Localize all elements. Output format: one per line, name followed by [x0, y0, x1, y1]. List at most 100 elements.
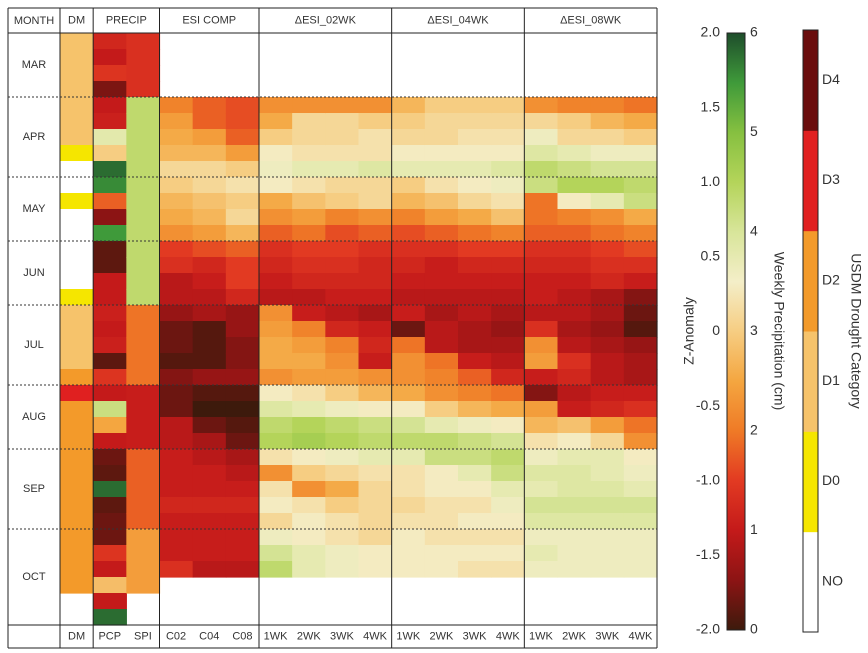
- cell: [557, 385, 592, 402]
- cell: [590, 289, 625, 306]
- cell: [524, 545, 559, 562]
- cell: [192, 497, 227, 514]
- cell: [159, 353, 194, 370]
- cell: [458, 465, 492, 482]
- cell: [325, 161, 360, 178]
- cell: [491, 513, 525, 530]
- cell: [60, 545, 94, 562]
- month-label: MAY: [22, 203, 46, 215]
- cell: [93, 369, 127, 386]
- cell: [358, 305, 393, 322]
- cell: [225, 273, 260, 290]
- cell: [225, 193, 260, 210]
- cell: [590, 369, 625, 386]
- cell: [524, 97, 559, 114]
- cell: [325, 257, 360, 274]
- cell: [358, 193, 393, 210]
- cell: [590, 321, 625, 338]
- cell: [292, 273, 326, 290]
- cell: [590, 193, 625, 210]
- cell: [93, 465, 127, 482]
- cell: [60, 161, 94, 178]
- cell: [93, 49, 127, 66]
- cell: [159, 97, 194, 114]
- cell: [557, 241, 592, 258]
- cell: [458, 273, 492, 290]
- cell: [458, 385, 492, 402]
- cell: [590, 225, 625, 242]
- cell: [259, 417, 293, 434]
- cell: [259, 321, 293, 338]
- cell: [192, 289, 227, 306]
- cell: [93, 433, 127, 450]
- cell: [159, 209, 194, 226]
- cell: [325, 97, 360, 114]
- cell: [590, 273, 625, 290]
- cell: [192, 561, 227, 578]
- cell: [60, 241, 94, 258]
- cell: [458, 337, 492, 354]
- cell: [292, 161, 326, 178]
- cell: [623, 497, 658, 514]
- cell: [292, 209, 326, 226]
- precip-tick-label: 0: [750, 621, 758, 637]
- cell: [491, 161, 525, 178]
- cell: [325, 337, 360, 354]
- cell: [424, 369, 459, 386]
- cell: [524, 465, 559, 482]
- cell: [60, 145, 94, 162]
- cell: [458, 513, 492, 530]
- cell: [590, 129, 625, 146]
- cell: [93, 193, 127, 210]
- cell: [126, 529, 161, 546]
- cell: [358, 465, 393, 482]
- cell: [391, 305, 426, 322]
- cell: [623, 193, 658, 210]
- cell: [225, 497, 260, 514]
- cell: [557, 353, 592, 370]
- cell: [358, 289, 393, 306]
- cell: [126, 129, 161, 146]
- precip-axis-label: Weekly Precipitation (cm): [771, 252, 787, 410]
- cell: [126, 65, 161, 82]
- cell: [292, 145, 326, 162]
- cell: [126, 257, 161, 274]
- category-label: D3: [822, 171, 840, 187]
- cell: [325, 289, 360, 306]
- cell: [225, 337, 260, 354]
- cell: [391, 545, 426, 562]
- cell: [325, 177, 360, 194]
- z-tick-label: -1.5: [696, 546, 720, 562]
- cell: [623, 305, 658, 322]
- cell: [159, 529, 194, 546]
- cell: [458, 145, 492, 162]
- cell: [458, 113, 492, 130]
- cell: [491, 193, 525, 210]
- cell: [192, 161, 227, 178]
- cell: [491, 225, 525, 242]
- cell: [93, 305, 127, 322]
- cell: [391, 145, 426, 162]
- cell: [259, 513, 293, 530]
- cell: [623, 145, 658, 162]
- cell: [259, 353, 293, 370]
- cell: [192, 401, 227, 418]
- cell: [557, 401, 592, 418]
- category-axis-label: USDM Drought Category: [848, 253, 864, 409]
- cell: [458, 129, 492, 146]
- cell: [391, 273, 426, 290]
- cell: [491, 561, 525, 578]
- cell: [458, 241, 492, 258]
- cell: [391, 97, 426, 114]
- cell: [458, 193, 492, 210]
- cell: [192, 177, 227, 194]
- cell: [391, 321, 426, 338]
- cell: [225, 321, 260, 338]
- cell: [292, 417, 326, 434]
- cell: [292, 257, 326, 274]
- column-label: SPI: [134, 630, 152, 642]
- cell: [225, 225, 260, 242]
- category-swatch: [803, 531, 818, 633]
- cell: [126, 433, 161, 450]
